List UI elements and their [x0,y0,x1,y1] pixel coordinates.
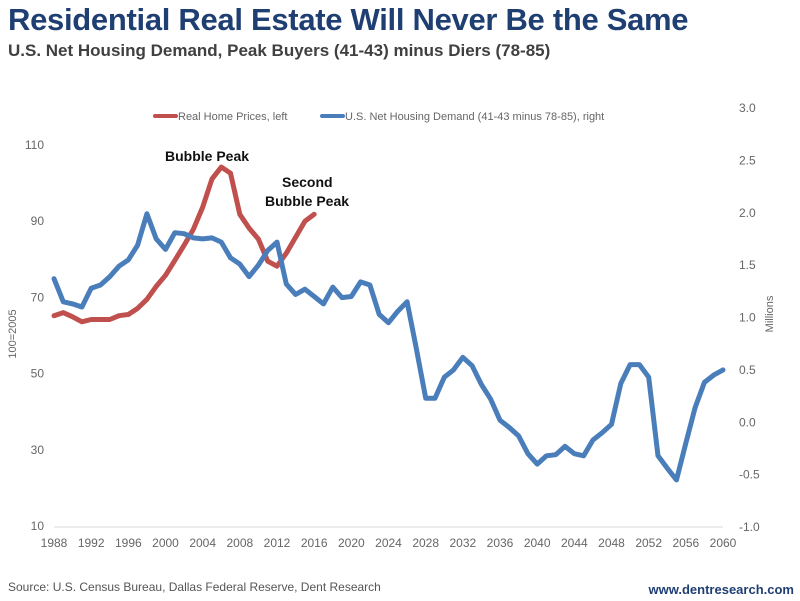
annotations: Bubble Peak Second Bubble Peak [165,148,349,209]
x-tick-label: 2036 [487,536,514,550]
x-tick-label: 2040 [524,536,551,550]
x-tick-label: 2016 [301,536,328,550]
x-tick-label: 1988 [41,536,68,550]
x-tick-label: 2024 [375,536,402,550]
chart-title: Residential Real Estate Will Never Be th… [8,2,689,37]
y-left-tick-label: 50 [31,367,45,381]
x-tick-label: 2048 [598,536,625,550]
legend-label-housing-demand: U.S. Net Housing Demand (41-43 minus 78-… [345,111,604,123]
x-tick-label: 2012 [264,536,291,550]
y-right-tick-label: 0.5 [739,363,756,377]
y-left-tick-label: 10 [31,519,45,533]
x-tick-label: 2052 [635,536,662,550]
x-tick-label: 1992 [78,536,105,550]
y-right-tick-label: 3.0 [739,101,756,115]
y-right-tick-label: 2.0 [739,206,756,220]
y-axis-left-title: 100=2005 [7,309,19,358]
annotation-second-bubble-peak: Bubble Peak [265,193,349,209]
y-right-tick-label: 0.0 [739,415,756,429]
chart-subtitle: U.S. Net Housing Demand, Peak Buyers (41… [8,41,551,60]
y-left-tick-label: 30 [31,443,45,457]
x-tick-label: 2008 [226,536,253,550]
source-note: Source: U.S. Census Bureau, Dallas Feder… [8,580,381,594]
y-axis-right-title: Millions [764,295,776,332]
x-tick-label: 2004 [189,536,216,550]
legend: Real Home Prices, left U.S. Net Housing … [153,111,604,123]
x-tick-label: 2060 [710,536,737,550]
x-tick-label: 2032 [449,536,476,550]
x-tick-label: 2044 [561,536,588,550]
y-right-tick-label: 2.5 [739,153,756,167]
y-left-tick-label: 90 [31,214,45,228]
y-right-tick-label: 1.5 [739,258,756,272]
x-tick-label: 2028 [412,536,439,550]
x-tick-label: 2056 [672,536,699,550]
y-right-tick-label: -1.0 [739,520,760,534]
y-left-tick-label: 70 [31,290,45,304]
x-tick-label: 2020 [338,536,365,550]
y-right-tick-label: -0.5 [739,468,760,482]
y-left-tick-label: 110 [25,138,44,152]
annotation-second: Second [282,174,333,190]
x-tick-label: 2000 [152,536,179,550]
website-link[interactable]: www.dentresearch.com [648,582,794,597]
x-tick-label: 1996 [115,536,142,550]
series-line-net-housing-demand [51,211,726,483]
series-group [51,164,726,483]
axes: 1988 1992 1996 2000 2004 2008 2012 2016 2020 2024… [25,101,760,550]
y-right-tick-label: 1.0 [739,311,756,325]
annotation-bubble-peak: Bubble Peak [165,148,249,164]
legend-label-home-prices: Real Home Prices, left [178,111,287,123]
